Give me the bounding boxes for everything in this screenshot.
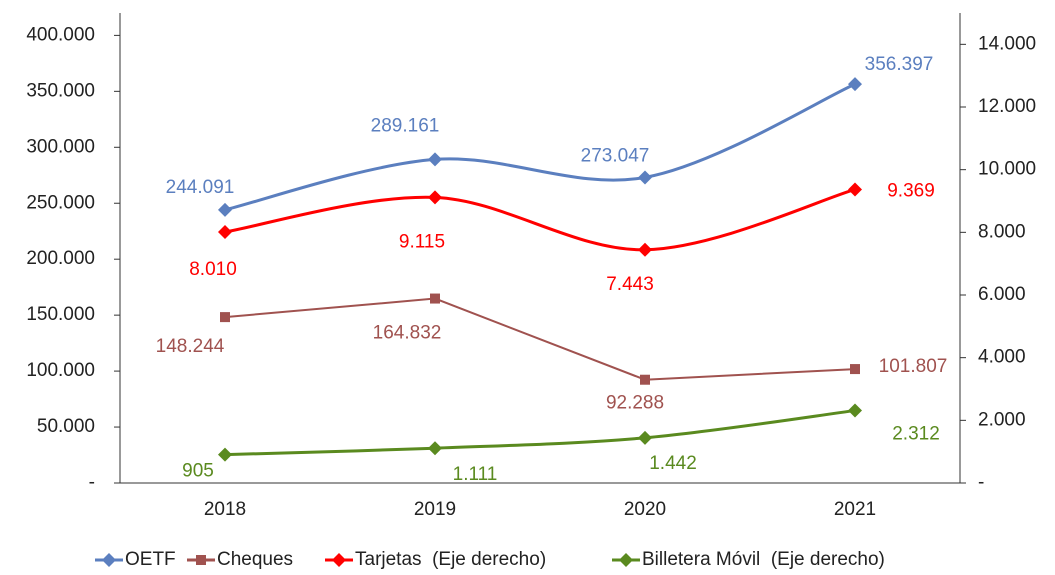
data-point: [220, 312, 230, 323]
legend-marker: [196, 555, 206, 565]
data-label: 1.442: [649, 453, 697, 474]
y-tick-label: 150.000: [26, 304, 95, 325]
x-tick-label: 2021: [834, 499, 876, 520]
series-line: [224, 82, 856, 212]
y-tick-label: 200.000: [26, 248, 95, 269]
data-label: 289.161: [371, 115, 440, 136]
data-point: [848, 182, 862, 197]
data-label: 905: [182, 461, 214, 482]
data-label: 148.244: [156, 336, 225, 357]
y2-tick-label: 6.000: [978, 284, 1026, 305]
y2-tick-label: 10.000: [978, 159, 1036, 180]
data-point: [218, 447, 232, 462]
y-tick-label: 100.000: [26, 360, 95, 381]
series-line: [224, 297, 856, 381]
y2-tick-label: 12.000: [978, 96, 1036, 117]
legend-marker: [102, 553, 116, 567]
data-point: [848, 77, 862, 92]
y2-tick-label: 4.000: [978, 347, 1026, 368]
data-label: 164.832: [373, 323, 442, 344]
data-point: [638, 170, 652, 185]
legend-item: Tarjetas (Eje derecho): [325, 549, 546, 570]
legend-item: Billetera Móvil (Eje derecho): [612, 549, 885, 570]
x-tick-label: 2019: [414, 499, 456, 520]
data-label: 9.369: [887, 180, 935, 201]
y2-tick-label: 14.000: [978, 33, 1036, 54]
legend-label: Tarjetas (Eje derecho): [355, 549, 546, 570]
data-label: 8.010: [189, 259, 237, 280]
data-point: [638, 242, 652, 257]
data-label: 2.312: [892, 424, 940, 445]
x-tick-label: 2020: [624, 499, 666, 520]
legend-label: Cheques: [217, 549, 293, 570]
data-point: [218, 225, 232, 240]
data-point: [430, 293, 440, 304]
y2-tick-label: 2.000: [978, 409, 1026, 430]
data-point: [428, 152, 442, 167]
y2-tick-label: 8.000: [978, 221, 1026, 242]
series-line: [224, 187, 856, 252]
data-label: 356.397: [865, 54, 934, 75]
data-label: 1.111: [453, 464, 498, 485]
y-tick-label: 350.000: [26, 80, 95, 101]
y-tick-label: 300.000: [26, 136, 95, 157]
legend-item: OETF: [95, 549, 176, 570]
series-line: [224, 409, 856, 457]
y-tick-label: 50.000: [37, 416, 95, 437]
data-point: [640, 374, 650, 385]
data-label: 273.047: [581, 145, 650, 166]
data-label: 101.807: [879, 356, 948, 377]
y2-tick-label: -: [978, 472, 984, 493]
x-tick-label: 2018: [204, 499, 246, 520]
data-point: [428, 190, 442, 205]
y-tick-label: -: [89, 472, 95, 493]
data-label: 9.115: [399, 231, 445, 252]
data-label: 7.443: [606, 274, 654, 295]
legend-label: OETF: [125, 549, 176, 570]
data-point: [850, 364, 860, 375]
data-point: [428, 441, 442, 456]
data-point: [218, 202, 232, 217]
legend-marker: [332, 553, 346, 567]
y-tick-label: 400.000: [26, 24, 95, 45]
data-point: [848, 403, 862, 418]
y-tick-label: 250.000: [26, 192, 95, 213]
legend-item: Cheques: [187, 549, 293, 570]
data-label: 92.288: [606, 393, 664, 414]
data-point: [638, 430, 652, 445]
data-label: 244.091: [166, 177, 235, 198]
legend-marker: [619, 553, 633, 567]
legend-label: Billetera Móvil (Eje derecho): [642, 549, 885, 570]
